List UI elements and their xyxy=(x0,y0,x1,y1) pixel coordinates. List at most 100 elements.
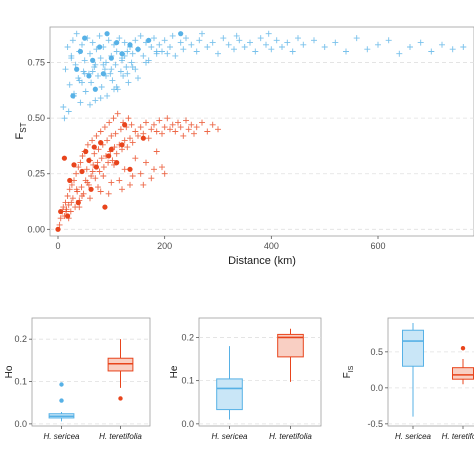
scatter-point-cross xyxy=(113,48,120,55)
scatter-x-axis-title: Distance (km) xyxy=(228,255,296,267)
scatter-y-axis-title: FST xyxy=(14,122,28,139)
scatter-point-cross xyxy=(88,173,95,179)
scatter-point-cross xyxy=(124,70,131,77)
scatter-point-cross xyxy=(193,48,200,55)
scatter-point-cross xyxy=(156,117,163,124)
scatter-point-cross xyxy=(79,41,85,48)
scatter-point-cross xyxy=(247,39,253,46)
scatter-point-cross xyxy=(96,32,103,39)
scatter-point-cross xyxy=(143,59,149,66)
scatter-point-dot xyxy=(58,208,64,215)
scatter-point-dot xyxy=(146,37,152,43)
scatter-point-cross xyxy=(137,170,144,177)
scatter-point-cross xyxy=(105,159,112,166)
fis-y-ticks: -0.5 0.0 0.5 xyxy=(367,347,388,429)
scatter-point-cross xyxy=(196,37,203,44)
scatter-point-cross xyxy=(209,121,216,128)
box-iqr xyxy=(402,329,424,367)
scatter-point-dot xyxy=(135,46,141,52)
scatter-point-cross xyxy=(161,170,168,177)
scatter-point-cross xyxy=(153,148,160,155)
scatter-point-cross xyxy=(87,50,93,57)
scatter-x-tick-label: 400 xyxy=(264,241,279,251)
he-panel: 0.0 0.1 0.2 H. sericea H. teretifolia He xyxy=(169,317,322,441)
box-outlier xyxy=(59,398,64,403)
scatter-point-cross xyxy=(101,66,108,73)
he-y-axis-title: He xyxy=(169,365,180,378)
scatter-point-cross xyxy=(63,208,69,215)
scatter-point-cross xyxy=(110,115,117,122)
scatter-point-dot xyxy=(108,146,114,152)
scatter-point-cross xyxy=(321,44,328,50)
scatter-point-dot xyxy=(178,31,184,37)
box-outlier xyxy=(118,396,123,401)
scatter-point-cross xyxy=(159,48,165,55)
box-group-label: H. teretifolia xyxy=(99,432,142,441)
scatter-point-cross xyxy=(95,72,101,79)
scatter-point-dot xyxy=(127,166,133,172)
box-y-tick-label: 0.2 xyxy=(181,332,194,342)
scatter-point-cross xyxy=(114,110,121,117)
scatter-point-cross xyxy=(193,124,200,131)
scatter-point-cross xyxy=(104,137,111,144)
scatter-point-cross xyxy=(84,141,91,148)
scatter-point-cross xyxy=(79,193,85,199)
scatter-point-cross xyxy=(124,144,131,151)
scatter-point-cross xyxy=(135,75,141,82)
scatter-point-cross xyxy=(105,190,112,197)
scatter-point-cross xyxy=(265,30,272,37)
scatter-point-cross xyxy=(89,39,96,46)
scatter-point-cross xyxy=(169,121,176,128)
scatter-point-cross xyxy=(125,79,132,86)
scatter-point-cross xyxy=(161,124,168,131)
scatter-point-cross xyxy=(169,32,176,39)
scatter-x-tick-label: 200 xyxy=(157,241,172,251)
scatter-point-dot xyxy=(86,157,92,164)
scatter-point-cross xyxy=(119,57,125,64)
scatter-point-cross xyxy=(120,72,127,79)
scatter-point-dot xyxy=(119,51,125,57)
scatter-point-cross xyxy=(151,35,157,42)
scatter-point-cross xyxy=(121,137,128,144)
scatter-point-cross xyxy=(127,181,133,188)
scatter-point-cross xyxy=(428,48,435,55)
scatter-point-cross xyxy=(375,41,381,48)
scatter-point-cross xyxy=(64,44,71,50)
scatter-y-tick-label: 0.75 xyxy=(27,58,45,68)
scatter-point-dot xyxy=(74,66,80,72)
scatter-point-cross xyxy=(311,37,317,44)
scatter-point-cross xyxy=(121,166,128,173)
scatter-point-cross xyxy=(77,99,84,106)
box-group-label: H. sericea xyxy=(395,432,432,441)
scatter-point-dot xyxy=(122,122,128,128)
scatter-point-cross xyxy=(124,48,131,55)
scatter-point-cross xyxy=(123,64,130,70)
scatter-point-cross xyxy=(343,48,349,55)
scatter-point-cross xyxy=(113,150,120,157)
fis-y-axis-title: FIS xyxy=(342,365,355,378)
scatter-point-cross xyxy=(81,57,88,64)
scatter-point-dot xyxy=(91,144,97,150)
scatter-point-cross xyxy=(449,46,456,53)
scatter-y-ticks: 0.00 0.25 0.50 0.75 xyxy=(27,58,50,234)
scatter-point-cross xyxy=(87,101,93,108)
scatter-point-cross xyxy=(183,117,189,124)
scatter-point-dot xyxy=(82,35,88,41)
scatter-x-tick-label: 0 xyxy=(55,241,60,251)
scatter-point-cross xyxy=(89,68,96,75)
box-y-tick-label: 0.0 xyxy=(14,419,27,429)
scatter-point-cross xyxy=(107,70,114,77)
scatter-point-cross xyxy=(68,55,75,62)
scatter-point-cross xyxy=(95,184,101,191)
scatter-point-cross xyxy=(69,37,76,44)
scatter-point-cross xyxy=(209,39,216,46)
scatter-point-cross xyxy=(97,95,104,102)
scatter-point-cross xyxy=(64,193,71,199)
scatter-point-cross xyxy=(116,177,123,184)
scatter-point-cross xyxy=(143,119,149,126)
scatter-point-cross xyxy=(97,188,104,195)
scatter-point-cross xyxy=(385,37,392,44)
scatter-point-cross xyxy=(263,41,269,48)
scatter-point-cross xyxy=(84,179,91,186)
scatter-point-dot xyxy=(71,162,77,168)
